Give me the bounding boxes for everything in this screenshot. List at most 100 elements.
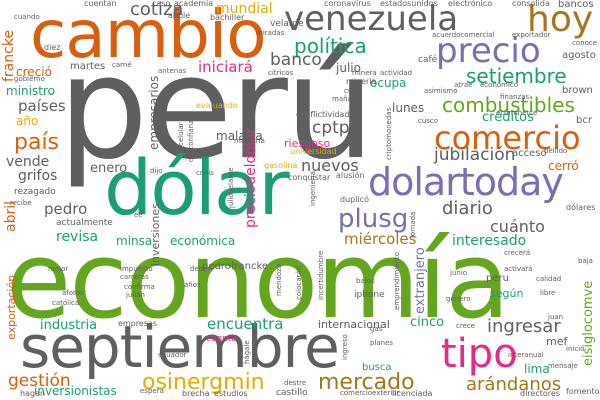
word-conflictividad: conflictividad (296, 110, 350, 119)
word-economico: económico (480, 81, 519, 89)
word-plusg: plusg (338, 204, 409, 234)
word-consolida: consolida (512, 0, 550, 8)
word-setiembre: setiembre (466, 64, 567, 88)
word-comercioexterior: comercioexterior (340, 389, 400, 397)
word-velarde: velarde (270, 19, 304, 29)
word-mundial: mundial (216, 1, 273, 17)
word-pedro: pedro (44, 200, 88, 218)
word-mendoza: mendoza (275, 263, 283, 296)
word-cotiza: cotiza (130, 0, 184, 20)
word-juliovelarde: juliovelarde (227, 167, 235, 208)
word-malasia: malasia (216, 129, 263, 143)
word-criptomonedas: criptomonedas (385, 107, 393, 160)
word-impuesto: impuesto (120, 265, 153, 273)
word-mejor: mejor (48, 265, 69, 273)
word-cusco: cusco (418, 117, 439, 125)
word-jornada: jornada (409, 211, 417, 238)
word-politica: política (294, 34, 367, 58)
word-empresas: empresas (118, 319, 158, 328)
word-ingresar: ingresar (487, 316, 561, 337)
word-crecera: crecerá (504, 249, 531, 257)
word-estudios: estudios (214, 389, 248, 398)
word-crecio: creció (16, 65, 52, 79)
word-lima: lima (524, 362, 550, 376)
word-pedrofrancke: pedrofrancke (202, 261, 269, 272)
word-busca: busca (362, 362, 392, 373)
word-celular: celular (177, 122, 185, 146)
word-mineria: minería (346, 77, 377, 86)
word-bajos: bajos (356, 277, 375, 285)
word-acuerdocomercial: acuerdocomercial (432, 31, 495, 39)
word-miradas: miradas (256, 29, 285, 37)
word-conquistar: conquistar (288, 173, 331, 182)
word-licenciada: licenciada (392, 389, 433, 398)
word-atrae: atrae (454, 81, 473, 89)
word-incertidumbre: incertidumbre (317, 250, 325, 300)
word-gasolina: gasolina (264, 161, 298, 170)
word-conoce: conoce (572, 39, 598, 47)
word-extranjero: extranjero (413, 247, 428, 314)
word-mercado: mercado (318, 370, 415, 395)
word-empresarios: empresarios (147, 75, 161, 150)
word-actividad: actividad (380, 69, 413, 77)
word-cafe: café (418, 55, 438, 65)
word-electronico: electrónico (448, 0, 493, 8)
word-julian: julián (126, 291, 145, 299)
word-combustibles: combustibles (442, 93, 575, 117)
word-inversionistas: inversionistas (34, 384, 117, 398)
word-aforos: aforos (62, 289, 84, 297)
word-manana: mañana (332, 95, 361, 103)
word-comercio: comercio (434, 119, 581, 157)
word-emprendimiento: emprendimiento (393, 252, 401, 310)
word-hoy: hoy (527, 0, 594, 40)
word-rezagado: rezagado (14, 187, 56, 197)
word-iphone: iphone (354, 290, 385, 300)
word-cuando: cuando (14, 13, 40, 21)
word-juan: juan (548, 313, 564, 321)
word-pais: país (14, 130, 60, 155)
word-coronavirus: coronavirus (324, 0, 371, 8)
word-creditos: créditos (482, 110, 534, 125)
word-cambio: cambio (30, 0, 267, 73)
word-bellido: bellido (544, 147, 568, 155)
word-cinco: cinco (410, 315, 445, 330)
word-ecommerce: ecommerce (496, 109, 538, 117)
word-exportacion: exportación (5, 274, 18, 340)
word-deben: deben (190, 265, 212, 273)
word-agosto: agosto (562, 50, 596, 61)
word-duplico: duplicó (340, 195, 369, 204)
word-universidad: universidad (290, 147, 337, 156)
word-cuenta: cuenta (206, 334, 237, 344)
word-libre: libre (540, 289, 556, 297)
word-hagale: hágale (243, 340, 251, 364)
word-ministro: ministro (6, 84, 55, 98)
word-julio: julio (336, 61, 361, 75)
word-encuentra: encuentra (207, 315, 284, 333)
word-eisiglocomve: eisiglocomve (581, 280, 596, 366)
word-ee: ee (134, 211, 143, 219)
word-maestria: maestría (234, 137, 265, 145)
word-ocupa: ocupa (370, 76, 407, 90)
word-directores: directores (520, 389, 560, 398)
word-dolartoday: dolartoday (368, 160, 564, 204)
word-martes: martes (70, 61, 106, 72)
word-gestion: gestión (8, 371, 71, 391)
word-exportador: exportador (512, 31, 551, 39)
word-ingreso: ingreso (341, 334, 349, 360)
word-diez: diez (44, 43, 61, 52)
word-gobierno: gobierno (14, 75, 45, 83)
word-nuevos: nuevos (301, 156, 359, 175)
word-crisis: crisis (196, 169, 214, 177)
word-recibe: recibe (10, 199, 32, 207)
word-banco: banco (270, 50, 322, 70)
word-actualmente: actualmente (56, 218, 113, 228)
word-brecha: brecha (182, 389, 210, 398)
word-asimismo: asimismo (424, 87, 458, 95)
word-planes: planes (370, 339, 394, 347)
word-minera: minera (352, 69, 377, 77)
word-mensaje: mensaje (548, 362, 578, 370)
word-espera: espera (140, 387, 164, 395)
word-bachiller: bachiller (210, 13, 245, 22)
word-dijo: dijo (150, 167, 163, 175)
